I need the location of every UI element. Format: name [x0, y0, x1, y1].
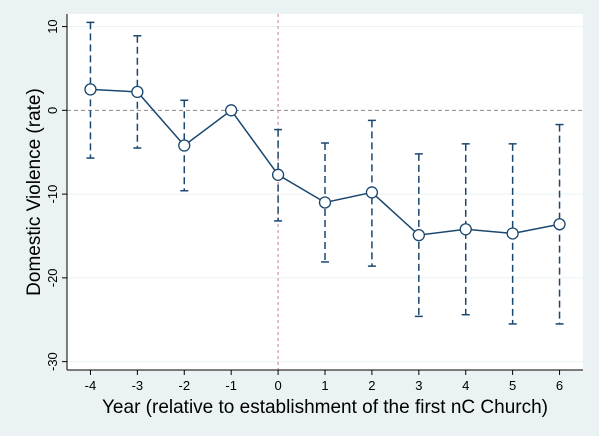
x-tick-label: 0 [274, 378, 281, 393]
y-tick-labels: -30 -20 -10 0 10 [45, 19, 60, 371]
x-tick-label: 4 [462, 378, 469, 393]
x-tick-label: 2 [368, 378, 375, 393]
x-tick-label: -2 [178, 378, 190, 393]
data-point [271, 168, 285, 181]
series [84, 83, 566, 242]
data-point [225, 104, 238, 117]
data-point [178, 139, 191, 152]
data-point [84, 83, 97, 96]
data-point [318, 196, 332, 209]
data-point [506, 227, 519, 240]
x-tick-label: -3 [132, 378, 144, 393]
data-point [131, 85, 144, 99]
data-point [553, 218, 566, 231]
y-tick-label: -10 [45, 185, 60, 204]
y-tick-label: -20 [45, 268, 60, 287]
x-tick-label: 1 [321, 378, 328, 393]
data-point [459, 223, 472, 236]
x-tick-label: 3 [415, 378, 422, 393]
x-tick-label: -1 [225, 378, 237, 393]
x-tick-label: 5 [509, 378, 516, 393]
grid [67, 26, 583, 363]
y-tick-label: 0 [45, 107, 60, 114]
y-axis-title: Domestic Violence (rate) [24, 88, 45, 296]
x-axis-title: Year (relative to establishment of the f… [102, 397, 548, 418]
x-tick-label: -4 [85, 378, 97, 393]
x-tick-labels: -4 -3 -2 -1 0 1 2 3 4 5 6 [85, 378, 563, 393]
axes [62, 14, 583, 375]
data-point [412, 228, 425, 242]
y-tick-label: 10 [45, 19, 60, 33]
y-tick-label: -30 [45, 352, 60, 371]
data-point [365, 186, 379, 199]
x-tick-label: 6 [556, 378, 563, 393]
